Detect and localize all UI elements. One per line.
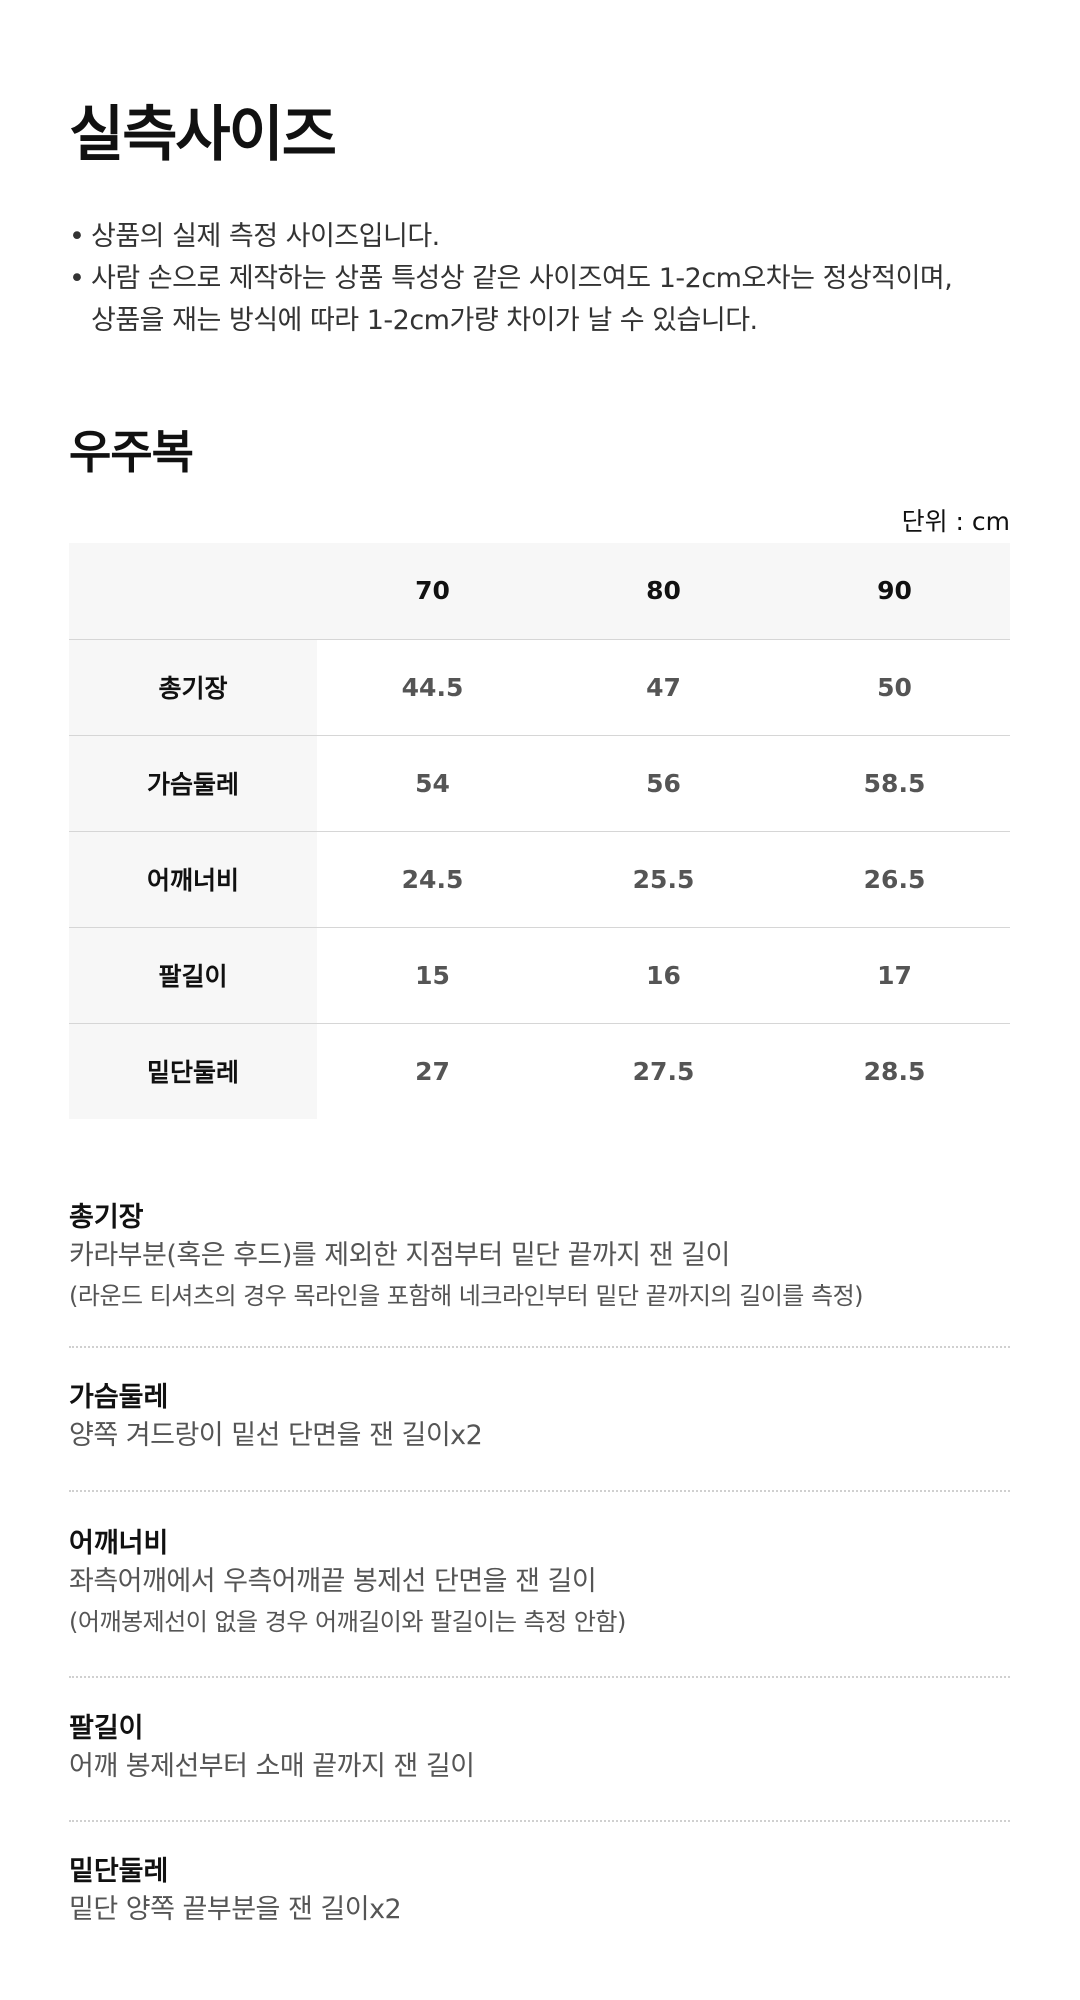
dotted-divider [69,1820,1010,1822]
cell-value: 27.5 [632,1056,695,1086]
cell-value: 50 [779,639,1010,736]
cell-value: 56 [548,735,779,832]
notice-item: 상품을 재는 방식에 따라 1-2cm가량 차이가 날 수 있습니다. [69,300,952,342]
notice-item: 상품의 실제 측정 사이즈입니다. [69,216,952,258]
description-note: (어깨봉제선이 없을 경우 어깨길이와 팔길이는 측정 안함) [69,1608,626,1636]
unit-label: 단위 : cm [901,507,1010,536]
product-title: 우주복 [69,425,194,479]
cell-value: 28.5 [863,1056,926,1086]
cell-value: 26.5 [779,831,1010,928]
description-note: (라운드 티셔츠의 경우 목라인을 포함해 네크라인부터 밑단 끝까지의 길이를… [69,1282,864,1310]
description-title: 팔길이 [69,1713,144,1744]
notice-list: 상품의 실제 측정 사이즈입니다. 사람 손으로 제작하는 상품 특성상 같은 … [69,216,953,342]
cell-value: 27 [415,1056,450,1086]
cell-value: 58.5 [779,735,1010,832]
dotted-divider [69,1346,1010,1348]
header-cell: 80 [548,543,779,640]
row-label: 밑단둘레 [69,1023,317,1119]
table-row: 밑단둘레 27 27.5 28.5 [69,1023,1010,1119]
cell-value: 15 [317,927,548,1024]
cell-value: 44.5 [317,639,548,736]
header-cell: 70 [317,543,548,640]
description-title: 가슴둘레 [69,1382,169,1413]
table-row: 어깨너비 24.5 25.5 26.5 [69,831,1010,928]
description-text: 좌측어깨에서 우측어깨끝 봉제선 단면을 잰 길이 [69,1566,597,1597]
notice-item: 사람 손으로 제작하는 상품 특성상 같은 사이즈여도 1-2cm오차는 정상적… [69,258,953,300]
notice-item-continued: 상품을 재는 방식에 따라 1-2cm가량 차이가 날 수 있습니다. [91,305,758,336]
description-title: 총기장 [69,1202,144,1233]
table-row: 총기장 44.5 47 50 [69,639,1010,736]
dotted-divider [69,1676,1010,1678]
row-label: 가슴둘레 [69,735,317,832]
page-title: 실측사이즈 [69,100,337,170]
dotted-divider [69,1490,1010,1492]
cell-value: 24.5 [317,831,548,928]
cell-value: 17 [779,927,1010,1024]
cell-value: 25.5 [548,831,779,928]
description-text: 어깨 봉제선부터 소매 끝까지 잰 길이 [69,1751,475,1782]
size-table: 70 80 90 총기장 44.5 47 50 가슴둘레 54 56 58.5 어깨너비 24.5… [69,543,1010,1119]
table-row: 팔길이 15 16 17 [69,927,1010,1024]
description-text: 카라부분(혹은 후드)를 제외한 지점부터 밑단 끝까지 잰 길이 [69,1240,730,1271]
row-label: 총기장 [69,639,317,736]
description-text: 양쪽 겨드랑이 밑선 단면을 잰 길이x2 [69,1420,483,1451]
header-cell [69,543,317,640]
table-row: 가슴둘레 54 56 58.5 [69,735,1010,832]
description-title: 밑단둘레 [69,1856,169,1887]
header-cell: 90 [779,543,1010,640]
row-label: 팔길이 [69,927,317,1024]
row-label: 어깨너비 [69,831,317,928]
cell-value: 47 [548,639,779,736]
description-title: 어깨너비 [69,1528,169,1559]
cell-value: 16 [548,927,779,1024]
table-header-row: 70 80 90 [69,543,1010,640]
cell-value: 54 [317,735,548,832]
description-text: 밑단 양쪽 끝부분을 잰 길이x2 [69,1894,402,1925]
